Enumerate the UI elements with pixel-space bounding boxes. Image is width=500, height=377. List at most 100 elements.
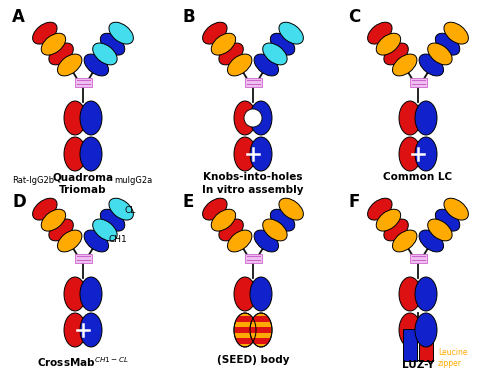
Circle shape — [244, 109, 262, 127]
Text: Rat-IgG2b: Rat-IgG2b — [12, 176, 54, 185]
Text: muIgG2a: muIgG2a — [114, 176, 152, 185]
Ellipse shape — [419, 54, 444, 76]
Ellipse shape — [211, 33, 236, 55]
Ellipse shape — [250, 277, 272, 311]
Ellipse shape — [392, 54, 417, 76]
Ellipse shape — [279, 198, 303, 220]
Ellipse shape — [92, 43, 117, 65]
Text: B: B — [182, 8, 194, 26]
Ellipse shape — [234, 277, 256, 311]
Bar — [244, 253, 262, 262]
Ellipse shape — [109, 22, 134, 44]
Ellipse shape — [234, 101, 256, 135]
Bar — [403, 329, 417, 361]
Ellipse shape — [399, 137, 421, 171]
Ellipse shape — [80, 137, 102, 171]
Ellipse shape — [415, 313, 437, 347]
Text: F: F — [348, 193, 360, 211]
Ellipse shape — [254, 54, 278, 76]
Ellipse shape — [250, 313, 272, 347]
Ellipse shape — [202, 22, 227, 44]
Ellipse shape — [250, 137, 272, 171]
Text: LUZ-Y: LUZ-Y — [402, 360, 434, 370]
Ellipse shape — [270, 209, 295, 231]
Ellipse shape — [392, 230, 417, 252]
Ellipse shape — [399, 277, 421, 311]
Ellipse shape — [419, 230, 444, 252]
Ellipse shape — [415, 101, 437, 135]
Bar — [251, 316, 271, 322]
Ellipse shape — [436, 33, 460, 55]
Text: (SEED) body: (SEED) body — [217, 355, 289, 365]
Text: D: D — [12, 193, 26, 211]
Ellipse shape — [279, 22, 303, 44]
Ellipse shape — [64, 277, 86, 311]
Ellipse shape — [80, 313, 102, 347]
Bar — [251, 338, 271, 344]
Ellipse shape — [428, 43, 452, 65]
Ellipse shape — [58, 54, 82, 76]
Ellipse shape — [254, 230, 278, 252]
Ellipse shape — [228, 54, 252, 76]
Text: Quadroma
Triomab: Quadroma Triomab — [52, 172, 114, 195]
Text: E: E — [182, 193, 194, 211]
Ellipse shape — [32, 198, 57, 220]
Bar — [244, 78, 262, 86]
Ellipse shape — [368, 22, 392, 44]
Ellipse shape — [219, 219, 244, 241]
Ellipse shape — [436, 209, 460, 231]
Ellipse shape — [228, 230, 252, 252]
Ellipse shape — [399, 313, 421, 347]
Ellipse shape — [415, 137, 437, 171]
Ellipse shape — [41, 33, 66, 55]
Text: A: A — [12, 8, 25, 26]
Ellipse shape — [234, 313, 256, 347]
Ellipse shape — [428, 219, 452, 241]
Ellipse shape — [384, 43, 408, 65]
Ellipse shape — [84, 54, 108, 76]
Bar — [419, 329, 433, 361]
Ellipse shape — [64, 101, 86, 135]
Ellipse shape — [109, 198, 134, 220]
Ellipse shape — [64, 137, 86, 171]
Ellipse shape — [58, 230, 82, 252]
Ellipse shape — [376, 33, 400, 55]
Ellipse shape — [219, 43, 244, 65]
Ellipse shape — [234, 137, 256, 171]
Ellipse shape — [80, 101, 102, 135]
Text: Leucine
zipper: Leucine zipper — [438, 348, 468, 368]
Bar — [235, 327, 255, 333]
Ellipse shape — [270, 33, 295, 55]
Ellipse shape — [399, 101, 421, 135]
Text: CH1: CH1 — [108, 235, 128, 244]
Ellipse shape — [32, 22, 57, 44]
Ellipse shape — [64, 313, 86, 347]
Ellipse shape — [262, 219, 287, 241]
Ellipse shape — [368, 198, 392, 220]
Bar — [410, 78, 426, 86]
Ellipse shape — [202, 198, 227, 220]
Bar — [251, 327, 271, 333]
Ellipse shape — [384, 219, 408, 241]
Text: CL: CL — [125, 206, 136, 215]
Ellipse shape — [80, 277, 102, 311]
Ellipse shape — [415, 277, 437, 311]
Ellipse shape — [100, 209, 125, 231]
Ellipse shape — [92, 219, 117, 241]
Bar — [74, 78, 92, 86]
Text: Knobs-into-holes
In vitro assembly: Knobs-into-holes In vitro assembly — [202, 172, 304, 195]
Ellipse shape — [100, 33, 125, 55]
Text: CrossMab$^{CH1-CL}$: CrossMab$^{CH1-CL}$ — [37, 355, 129, 369]
Ellipse shape — [262, 43, 287, 65]
Ellipse shape — [84, 230, 108, 252]
Text: Common LC: Common LC — [384, 172, 452, 182]
Bar — [235, 338, 255, 344]
Ellipse shape — [49, 43, 74, 65]
Ellipse shape — [211, 209, 236, 231]
Ellipse shape — [444, 198, 468, 220]
Bar — [74, 253, 92, 262]
Ellipse shape — [49, 219, 74, 241]
Bar — [410, 253, 426, 262]
Ellipse shape — [376, 209, 400, 231]
Bar — [235, 316, 255, 322]
